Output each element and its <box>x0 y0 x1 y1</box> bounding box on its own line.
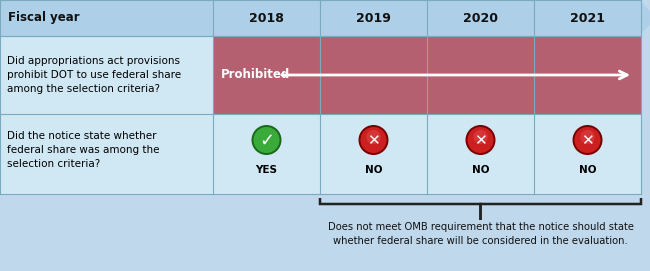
Circle shape <box>580 130 595 144</box>
Text: Fiscal year: Fiscal year <box>8 11 79 24</box>
Text: Did the notice state whether
federal share was among the
selection criteria?: Did the notice state whether federal sha… <box>7 131 159 169</box>
Text: ✕: ✕ <box>367 134 380 149</box>
Text: ✕: ✕ <box>474 134 487 149</box>
Circle shape <box>575 127 601 153</box>
Bar <box>213 114 641 194</box>
Circle shape <box>252 125 281 155</box>
Text: Prohibited: Prohibited <box>221 69 291 82</box>
Text: NO: NO <box>472 165 489 175</box>
Circle shape <box>573 125 603 155</box>
Circle shape <box>465 125 495 155</box>
Text: YES: YES <box>255 165 278 175</box>
Text: NO: NO <box>578 165 596 175</box>
Polygon shape <box>639 0 650 36</box>
Text: 2020: 2020 <box>463 11 498 24</box>
Text: ✓: ✓ <box>259 132 274 150</box>
Bar <box>0 0 641 36</box>
Text: NO: NO <box>365 165 382 175</box>
Text: 2019: 2019 <box>356 11 391 24</box>
Circle shape <box>361 127 387 153</box>
Bar <box>0 114 213 194</box>
Circle shape <box>467 127 493 153</box>
Text: Does not meet OMB requirement that the notice should state
whether federal share: Does not meet OMB requirement that the n… <box>328 222 634 246</box>
Circle shape <box>254 127 280 153</box>
Text: 2021: 2021 <box>570 11 605 24</box>
Circle shape <box>367 130 381 144</box>
Text: ✕: ✕ <box>581 134 594 149</box>
Text: 2018: 2018 <box>249 11 284 24</box>
Circle shape <box>473 130 488 144</box>
Bar <box>213 36 641 114</box>
Bar <box>0 36 213 114</box>
Circle shape <box>359 125 389 155</box>
Text: Did appropriations act provisions
prohibit DOT to use federal share
among the se: Did appropriations act provisions prohib… <box>7 56 181 93</box>
